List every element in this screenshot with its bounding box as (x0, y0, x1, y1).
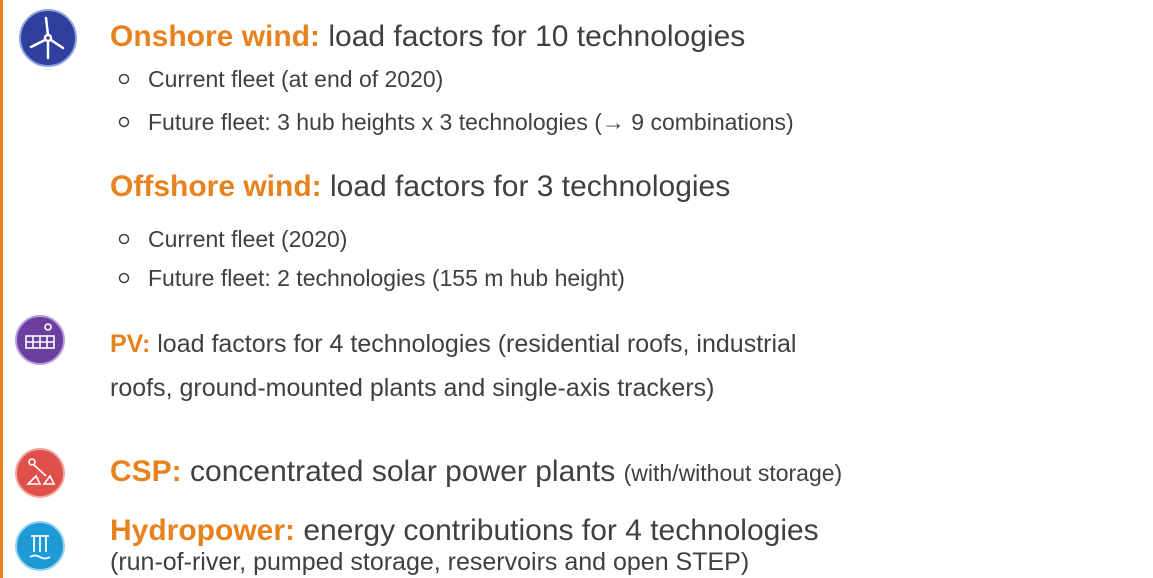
item-line: CSP: concentrated solar power plants (wi… (110, 455, 842, 488)
item-continuation: (run-of-river, pumped storage, reservoir… (110, 548, 749, 576)
hydro-icon (15, 521, 65, 571)
pv-icon (15, 315, 65, 365)
item-text: energy contributions for 4 technologies (303, 514, 818, 547)
item-heading: PV: (110, 330, 150, 358)
bullet-marker (118, 272, 130, 284)
item-heading: Hydropower: (110, 514, 295, 547)
item-text: load factors for 4 technologies (residen… (157, 330, 796, 358)
item-line: Onshore wind: load factors for 10 techno… (110, 20, 745, 53)
item-text: concentrated solar power plants (190, 455, 615, 488)
bullet-marker (118, 116, 130, 128)
bullet-text: Current fleet (2020) (148, 226, 347, 252)
item-line: Offshore wind: load factors for 3 techno… (110, 170, 730, 203)
item-note: (with/without storage) (624, 460, 843, 486)
wind-icon (19, 9, 77, 67)
item-line: Hydropower: energy contributions for 4 t… (110, 514, 819, 547)
accent-bar (0, 0, 3, 578)
bullet-text: Future fleet: 2 technologies (155 m hub … (148, 265, 625, 291)
item-text: load factors for 3 technologies (330, 170, 730, 203)
bullet-text: Current fleet (at end of 2020) (148, 66, 443, 92)
bullet-marker (118, 73, 130, 85)
item-heading: Offshore wind: (110, 170, 322, 203)
item-line: PV: load factors for 4 technologies (res… (110, 330, 796, 358)
item-heading: CSP: (110, 455, 182, 488)
item-text: load factors for 10 technologies (328, 20, 745, 53)
bullet-text: Future fleet: 3 hub heights x 3 technolo… (148, 109, 794, 135)
bullet-marker (118, 233, 130, 245)
item-continuation: roofs, ground-mounted plants and single-… (110, 374, 714, 402)
item-heading: Onshore wind: (110, 20, 320, 53)
csp-icon (15, 448, 65, 498)
